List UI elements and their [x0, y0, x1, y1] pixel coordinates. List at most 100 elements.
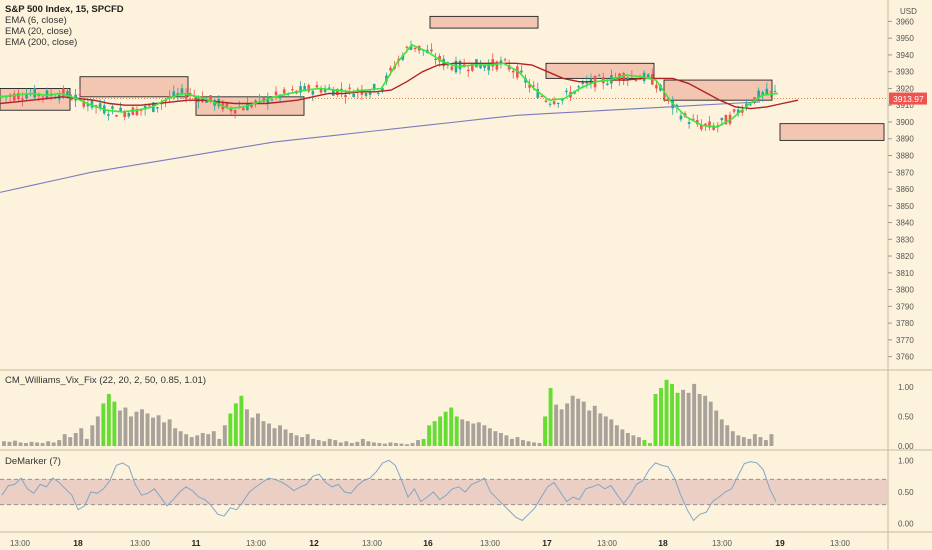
candle-body — [115, 115, 118, 117]
vix-bar — [355, 441, 360, 446]
vix-title: CM_Williams_Vix_Fix (22, 20, 2, 50, 0.85… — [5, 375, 206, 386]
vix-bar — [173, 428, 178, 446]
candle-body — [225, 102, 229, 107]
vix-bar — [631, 435, 636, 446]
candle-body — [483, 65, 486, 68]
vix-bar — [576, 398, 581, 446]
vix-bar — [51, 442, 56, 446]
candle-body — [299, 86, 302, 93]
vix-bar — [592, 405, 597, 446]
time-tick-label: 11 — [192, 538, 201, 548]
time-tick-label: 13:00 — [480, 539, 501, 548]
candle-body — [524, 78, 527, 83]
vix-bar — [261, 421, 266, 446]
vix-bar — [244, 409, 249, 446]
time-tick-label: 13:00 — [10, 539, 31, 548]
candle-body — [139, 109, 143, 111]
time-tick-label: 12 — [309, 538, 319, 548]
vix-bar — [670, 383, 675, 446]
candle-body — [209, 95, 212, 101]
vix-bar — [487, 428, 492, 446]
vix-bar — [681, 389, 686, 446]
vix-bar — [200, 432, 205, 446]
candle-body — [409, 45, 413, 50]
vix-bar — [167, 419, 172, 446]
candle-body — [78, 94, 82, 96]
candle-body — [119, 107, 122, 112]
price-tick-label: 3910 — [896, 101, 914, 110]
price-tick-label: 3770 — [896, 336, 914, 345]
supply-demand-zone — [429, 15, 539, 29]
vix-bar — [62, 434, 67, 446]
vix-bar — [68, 437, 73, 446]
candle-body — [655, 84, 658, 89]
candle-body — [135, 108, 139, 116]
candle-body — [98, 103, 102, 109]
vix-bar — [537, 443, 542, 446]
candle-body — [720, 117, 724, 121]
candle-body — [62, 88, 65, 96]
time-tick-label: 13:00 — [712, 539, 733, 548]
vix-bar — [195, 435, 200, 446]
candle-body — [495, 61, 499, 70]
candle-body — [336, 88, 339, 96]
vix-bar — [151, 417, 155, 446]
candle-body — [352, 93, 356, 98]
candle-body — [242, 108, 245, 111]
candle-body — [41, 96, 45, 98]
vix-bar — [233, 403, 238, 446]
currency-label: USD — [900, 7, 917, 16]
candle-body — [311, 91, 315, 95]
candle-body — [430, 49, 433, 52]
vix-bar — [465, 421, 470, 446]
vix-bar — [101, 403, 106, 446]
vix-bar — [46, 441, 51, 446]
candle-body — [123, 111, 126, 118]
vix-bar — [515, 437, 520, 446]
vix-bar — [752, 434, 757, 446]
vix-bar — [736, 435, 741, 446]
candle-body — [303, 85, 306, 91]
vix-bar — [217, 438, 222, 446]
demarker-title: DeMarker (7) — [5, 456, 61, 467]
vix-bar — [653, 393, 658, 446]
vix-bar — [714, 410, 719, 446]
vix-bar — [581, 401, 586, 446]
vix-bar — [482, 425, 487, 446]
candle-body — [184, 94, 188, 99]
vix-bar — [476, 422, 481, 446]
vix-bar — [703, 395, 708, 446]
supply-demand-zone — [79, 76, 189, 98]
vix-bar — [498, 432, 503, 446]
vix-bar — [294, 435, 299, 446]
vix-bar — [526, 441, 531, 446]
vix-bar — [90, 425, 95, 446]
vix-bar — [443, 411, 448, 446]
ema20-line — [0, 62, 799, 110]
candle-body — [381, 88, 384, 91]
vix-bar — [278, 425, 282, 446]
candle-body — [769, 91, 773, 93]
candle-body — [626, 77, 630, 80]
vix-bar — [697, 393, 702, 446]
candle-body — [127, 112, 131, 117]
vix-bar — [228, 413, 233, 446]
vix-bar — [344, 441, 349, 446]
vix-bar — [366, 441, 371, 446]
candle-body — [663, 95, 666, 97]
vix-bar — [432, 421, 437, 446]
vix-bar — [747, 438, 752, 446]
vix-bar — [725, 425, 730, 446]
candle-body — [291, 89, 294, 91]
vix-bar — [178, 431, 183, 446]
vix-bar — [117, 410, 122, 446]
demarker-tick-label: 0.00 — [898, 520, 914, 529]
candle-body — [732, 109, 736, 112]
price-tick-label: 3800 — [896, 286, 914, 295]
price-tick-label: 3820 — [896, 252, 914, 261]
vix-bar — [333, 440, 338, 446]
price-tick-label: 3870 — [896, 168, 914, 177]
vix-bar — [13, 440, 17, 446]
candle-body — [687, 122, 691, 124]
